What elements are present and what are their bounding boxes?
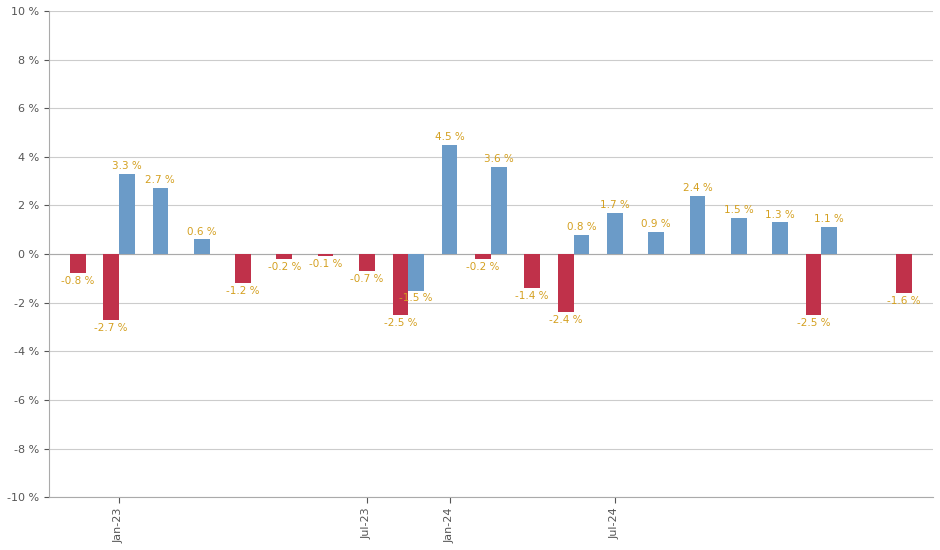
Text: 0.9 %: 0.9 % [641,219,671,229]
Text: 1.1 %: 1.1 % [814,214,844,224]
Text: 1.5 %: 1.5 % [724,205,754,214]
Text: -2.4 %: -2.4 % [549,315,583,325]
Bar [119,174,134,254]
Text: 0.6 %: 0.6 % [187,227,216,236]
Text: 1.3 %: 1.3 % [765,210,795,219]
Text: -1.6 %: -1.6 % [887,296,921,306]
Bar [773,222,788,254]
Text: 4.5 %: 4.5 % [434,132,464,142]
Bar [318,254,334,256]
Text: -0.2 %: -0.2 % [268,262,301,272]
Bar [235,254,251,283]
Bar [806,254,822,315]
Bar [896,254,912,293]
Text: -2.5 %: -2.5 % [384,318,417,328]
Text: -1.4 %: -1.4 % [515,291,549,301]
Bar [152,189,168,254]
Bar [103,254,119,320]
Bar [649,232,664,254]
Text: -2.7 %: -2.7 % [94,323,128,333]
Bar [408,254,424,290]
Bar [393,254,408,315]
Bar [525,254,540,288]
Text: 2.4 %: 2.4 % [682,183,713,193]
Bar [557,254,573,312]
Text: 0.8 %: 0.8 % [567,222,596,232]
Bar [690,196,705,254]
Bar [607,213,622,254]
Text: 3.3 %: 3.3 % [112,161,142,171]
Bar [194,239,210,254]
Bar [573,235,589,254]
Text: -0.1 %: -0.1 % [309,260,342,270]
Text: -1.2 %: -1.2 % [227,286,259,296]
Bar [442,145,458,254]
Bar [359,254,375,271]
Bar [70,254,86,273]
Text: 3.6 %: 3.6 % [484,153,513,163]
Bar [476,254,491,259]
Bar [491,167,507,254]
Text: -0.7 %: -0.7 % [351,274,384,284]
Text: -1.5 %: -1.5 % [400,293,433,304]
Text: 2.7 %: 2.7 % [146,175,175,185]
Text: -2.5 %: -2.5 % [797,318,830,328]
Text: 1.7 %: 1.7 % [600,200,630,210]
Text: -0.8 %: -0.8 % [61,277,94,287]
Text: -0.2 %: -0.2 % [466,262,500,272]
Bar [731,218,746,254]
Bar [822,227,838,254]
Bar [276,254,292,259]
